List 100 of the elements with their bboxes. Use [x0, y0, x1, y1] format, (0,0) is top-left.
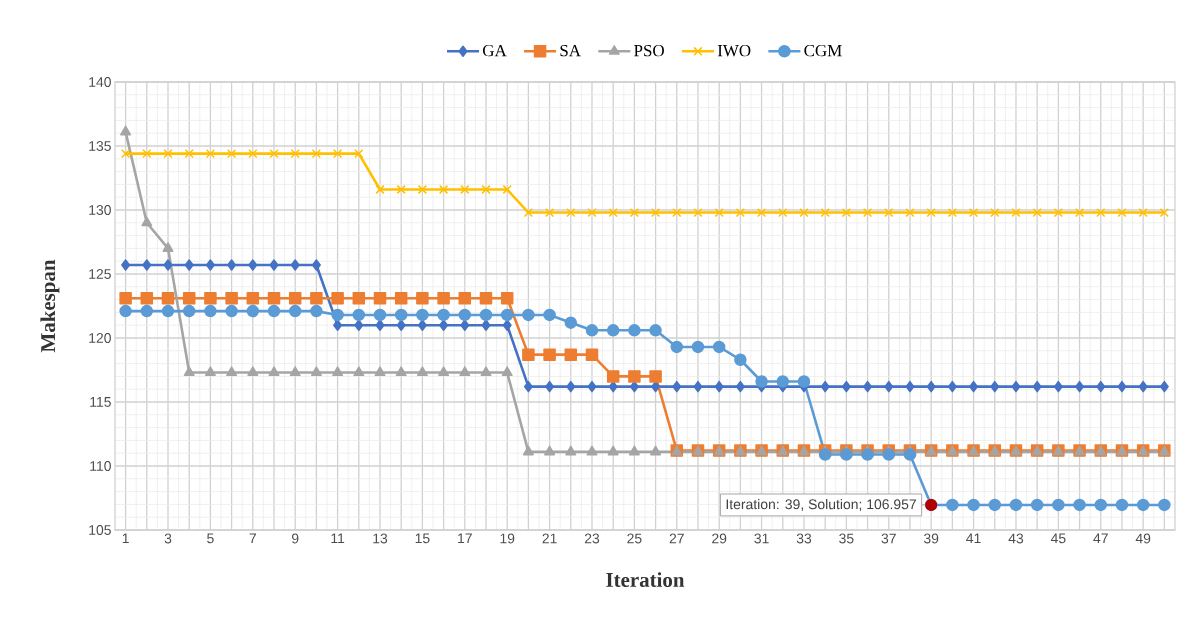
point — [969, 380, 979, 393]
point — [947, 380, 957, 393]
point — [693, 207, 703, 218]
point — [290, 149, 300, 159]
x-tick-label: 7 — [249, 533, 256, 544]
legend-label: IWO — [717, 44, 751, 57]
point — [416, 292, 429, 305]
x-tick-label: 37 — [881, 533, 896, 544]
point — [352, 308, 366, 322]
point — [1053, 380, 1063, 393]
point — [905, 207, 915, 218]
point — [607, 445, 619, 456]
point — [227, 259, 237, 271]
x-tick-label: 25 — [627, 533, 642, 544]
point — [926, 207, 936, 218]
point — [182, 304, 196, 318]
point — [140, 304, 154, 318]
point — [331, 292, 344, 305]
point — [565, 445, 577, 456]
point — [1011, 380, 1021, 393]
point — [246, 304, 260, 318]
point — [248, 149, 258, 159]
point — [353, 366, 365, 377]
x-tick-label: 35 — [839, 533, 854, 544]
point — [1075, 380, 1085, 393]
point — [776, 375, 790, 388]
y-tick-label: 110 — [90, 461, 111, 471]
point — [121, 259, 131, 271]
x-tick-label: 3 — [164, 533, 172, 544]
point — [606, 370, 620, 383]
x-tick-label: 23 — [584, 533, 600, 544]
x-tick-label: 19 — [500, 533, 515, 544]
point — [1096, 380, 1106, 393]
y-tick-label: 105 — [89, 525, 111, 535]
point — [310, 304, 323, 318]
y-axis-title: Makespan — [40, 259, 60, 353]
point — [649, 370, 662, 383]
point — [502, 184, 512, 195]
point — [1032, 380, 1042, 393]
y-tick-label: 135 — [89, 141, 111, 151]
y-tick-label: 125 — [89, 269, 111, 279]
point — [417, 184, 428, 195]
point — [437, 292, 450, 305]
point — [352, 292, 366, 305]
point — [161, 292, 175, 305]
point — [841, 380, 851, 393]
point — [226, 366, 238, 377]
point — [712, 340, 726, 354]
point — [163, 259, 173, 271]
point — [354, 149, 364, 159]
x-tick-label: 29 — [712, 533, 727, 544]
point — [543, 348, 556, 361]
point — [608, 207, 618, 218]
point — [587, 207, 597, 218]
point — [500, 308, 514, 322]
point — [290, 259, 300, 271]
point — [841, 207, 852, 218]
point — [268, 366, 280, 377]
point — [311, 259, 321, 271]
point — [119, 304, 132, 318]
point — [119, 292, 132, 305]
point — [797, 375, 811, 388]
point — [1159, 380, 1169, 393]
point — [544, 445, 556, 456]
point — [967, 498, 980, 512]
point — [628, 445, 640, 456]
point — [500, 292, 514, 305]
legend-label: PSO — [634, 44, 664, 57]
point — [374, 366, 386, 377]
x-tick-label: 13 — [373, 533, 388, 544]
point — [628, 324, 641, 337]
point — [459, 366, 471, 377]
point — [120, 149, 131, 159]
legend-label: GA — [482, 44, 507, 57]
point — [204, 304, 217, 318]
point — [460, 184, 470, 195]
point — [479, 308, 493, 322]
point — [586, 445, 598, 456]
point — [394, 308, 408, 322]
point — [310, 366, 322, 377]
point — [882, 448, 896, 461]
point — [141, 216, 153, 227]
point — [375, 184, 385, 195]
point — [184, 259, 194, 271]
point — [820, 380, 830, 393]
x-axis-title: Iteration — [606, 572, 685, 587]
point — [1096, 207, 1106, 218]
point — [396, 184, 406, 195]
x-tick-label: 17 — [458, 533, 472, 544]
point — [246, 292, 260, 305]
point — [396, 319, 406, 331]
point — [522, 308, 535, 322]
point — [225, 304, 238, 318]
point — [1073, 498, 1086, 512]
point — [204, 366, 216, 377]
point — [161, 304, 175, 318]
point — [606, 324, 620, 337]
point — [799, 207, 809, 218]
point — [184, 149, 194, 159]
point — [522, 348, 535, 361]
